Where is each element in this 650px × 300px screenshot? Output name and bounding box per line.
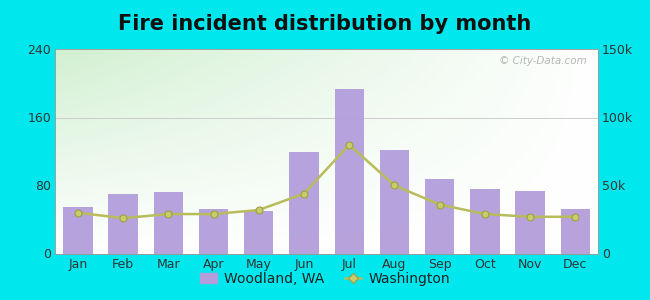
Bar [470, 189, 500, 254]
Bar [561, 209, 590, 254]
Text: Fire incident distribution by month: Fire incident distribution by month [118, 14, 532, 34]
Bar [289, 152, 318, 254]
Text: © City-Data.com: © City-Data.com [499, 56, 587, 66]
Bar [244, 211, 274, 253]
Bar [380, 150, 409, 254]
Bar [199, 209, 228, 254]
Bar [515, 190, 545, 254]
Bar [109, 194, 138, 253]
Bar [153, 192, 183, 254]
Bar [63, 207, 92, 254]
Bar [425, 179, 454, 254]
Bar [335, 89, 364, 253]
Legend: Woodland, WA, Washington: Woodland, WA, Washington [194, 266, 456, 292]
